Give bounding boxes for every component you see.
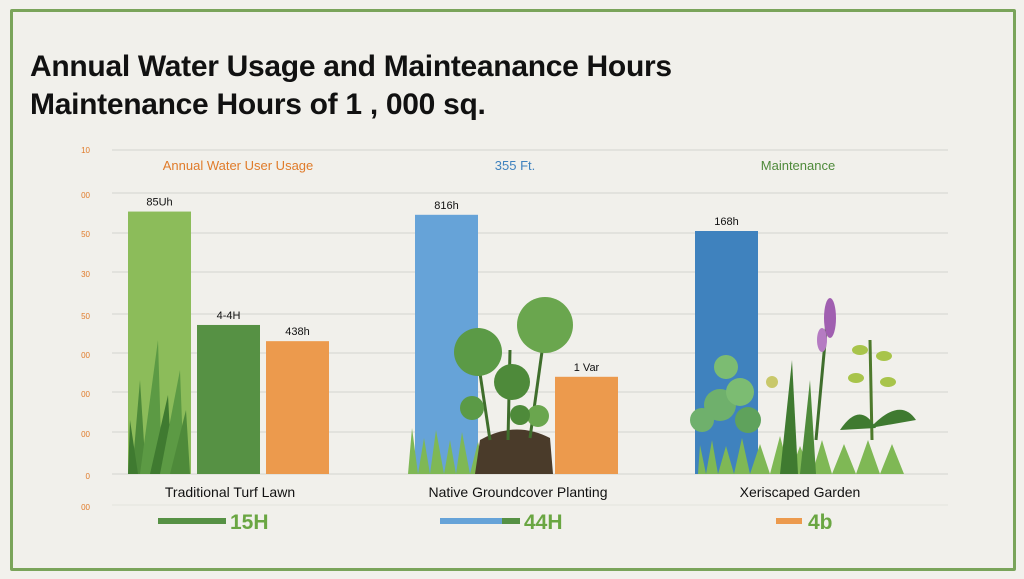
legend-swatch <box>158 518 226 524</box>
chart-subtitle: Maintenance Hours of 1 , 000 sq. <box>30 88 486 121</box>
category-label: Native Groundcover Planting <box>429 484 608 500</box>
legend-label: 4b <box>808 511 833 534</box>
plant-illustrations <box>128 297 916 474</box>
groundcover-illustration <box>408 297 573 474</box>
bar <box>266 341 329 474</box>
bar <box>695 231 758 474</box>
y-tick-label: 00 <box>81 503 90 512</box>
category-labels: Traditional Turf Lawn Native Groundcover … <box>165 484 860 500</box>
bar-value-label: 438h <box>285 326 309 338</box>
y-tick-label: 0 <box>86 472 91 481</box>
legend-swatch <box>440 518 502 524</box>
y-tick-label: 30 <box>81 270 90 279</box>
bar-value-label: 85Uh <box>146 197 172 209</box>
panel-label: Maintenance <box>761 158 835 173</box>
grass-illustration <box>128 340 190 474</box>
panel-label: 355 Ft. <box>495 158 535 173</box>
y-tick-label: 10 <box>81 146 90 155</box>
xeriscape-illustration <box>690 298 916 474</box>
y-tick-label: 00 <box>81 390 90 399</box>
legend-label: 44H <box>524 511 563 534</box>
category-label: Traditional Turf Lawn <box>165 484 295 500</box>
bar <box>197 324 260 474</box>
y-tick-label: 50 <box>81 312 90 321</box>
y-tick-label: 50 <box>81 230 90 239</box>
category-label: Xeriscaped Garden <box>740 484 861 500</box>
bar-value-label: 816h <box>434 200 458 212</box>
chart-title: Annual Water Usage and Mainteanance Hour… <box>30 50 672 83</box>
legend-label: 15H <box>230 511 269 534</box>
y-tick-label: 00 <box>81 191 90 200</box>
panel-label: Annual Water User Usage <box>163 158 314 173</box>
legend: 15H 44H 4b <box>158 511 833 534</box>
bar <box>555 376 618 474</box>
legend-swatch <box>502 518 520 524</box>
legend-swatch <box>776 518 802 524</box>
bar-value-label: 1 Var <box>574 362 600 374</box>
panel-labels: Annual Water User Usage 355 Ft. Maintenanc… <box>163 158 835 173</box>
bar-value-label: 4-4H <box>217 310 241 322</box>
y-tick-label: 00 <box>81 430 90 439</box>
y-tick-label: 00 <box>81 351 90 360</box>
bar-value-label: 168h <box>714 216 738 228</box>
